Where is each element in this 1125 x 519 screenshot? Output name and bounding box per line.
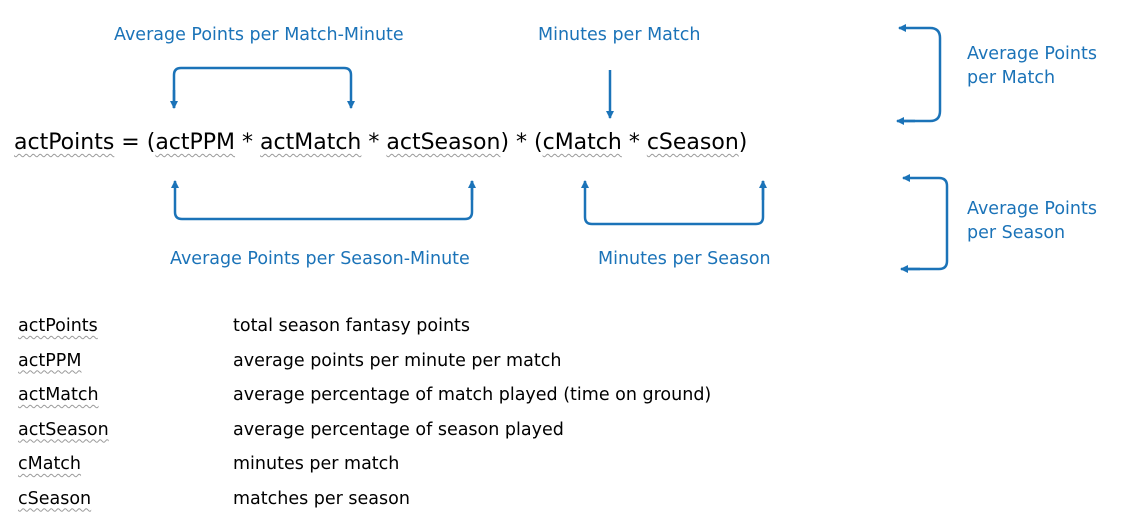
definition-term: cSeason bbox=[18, 488, 92, 509]
formula-term-cseason: cSeason bbox=[646, 130, 739, 155]
definition-row: actPPM average points per minute per mat… bbox=[18, 346, 818, 381]
definition-text: matches per season bbox=[233, 488, 410, 509]
label-avg-points-per-season: Average Points per Season bbox=[967, 199, 1097, 243]
formula-term-cmatch: cMatch bbox=[542, 130, 622, 155]
definition-text: average points per minute per match bbox=[233, 350, 562, 371]
formula-mid: ) * ( bbox=[500, 130, 543, 155]
definition-term: actSeason bbox=[18, 419, 109, 440]
formula-operator: * bbox=[361, 130, 387, 155]
definition-term: actPoints bbox=[18, 316, 98, 336]
definition-text: average percentage of match played (time… bbox=[233, 385, 712, 405]
definition-row: actPoints total season fantasy points bbox=[18, 311, 818, 346]
definition-text: total season fantasy points bbox=[233, 316, 471, 336]
formula-term-actmatch: actMatch bbox=[260, 130, 362, 155]
arrow-match-minute bbox=[172, 66, 355, 109]
formula-close: ) bbox=[738, 130, 748, 155]
arrow-minutes-per-season bbox=[581, 180, 765, 226]
definitions-list: actPoints total season fantasy points ac… bbox=[18, 311, 818, 518]
formula-operator: * bbox=[235, 130, 261, 155]
formula-term-actppm: actPPM bbox=[155, 130, 236, 155]
label-avg-points-match-minute: Average Points per Match-Minute bbox=[114, 25, 404, 45]
label-minutes-per-season: Minutes per Season bbox=[598, 249, 771, 269]
definition-term: actPPM bbox=[18, 350, 82, 371]
arrow-season-minute bbox=[171, 180, 474, 221]
arrow-points-per-season bbox=[902, 174, 949, 271]
formula-equals: = ( bbox=[114, 130, 156, 155]
formula-term-actpoints: actPoints bbox=[14, 130, 115, 155]
label-minutes-per-match: Minutes per Match bbox=[538, 25, 701, 45]
arrow-points-per-match bbox=[898, 24, 942, 123]
definition-term: actMatch bbox=[18, 385, 99, 405]
label-avg-points-per-match: Average Points per Match bbox=[967, 44, 1097, 88]
formula: actPoints = (actPPM * actMatch * actSeas… bbox=[14, 125, 747, 161]
definition-row: actSeason average percentage of season p… bbox=[18, 415, 818, 450]
definition-text: average percentage of season played bbox=[233, 419, 564, 440]
definition-text: minutes per match bbox=[233, 454, 400, 474]
definition-term: cMatch bbox=[18, 454, 82, 474]
label-avg-points-season-minute: Average Points per Season-Minute bbox=[170, 249, 470, 269]
definition-row: cMatch minutes per match bbox=[18, 449, 818, 484]
formula-operator: * bbox=[621, 130, 647, 155]
definition-row: cSeason matches per season bbox=[18, 484, 818, 519]
definition-row: actMatch average percentage of match pla… bbox=[18, 380, 818, 415]
formula-term-actseason: actSeason bbox=[386, 130, 501, 155]
